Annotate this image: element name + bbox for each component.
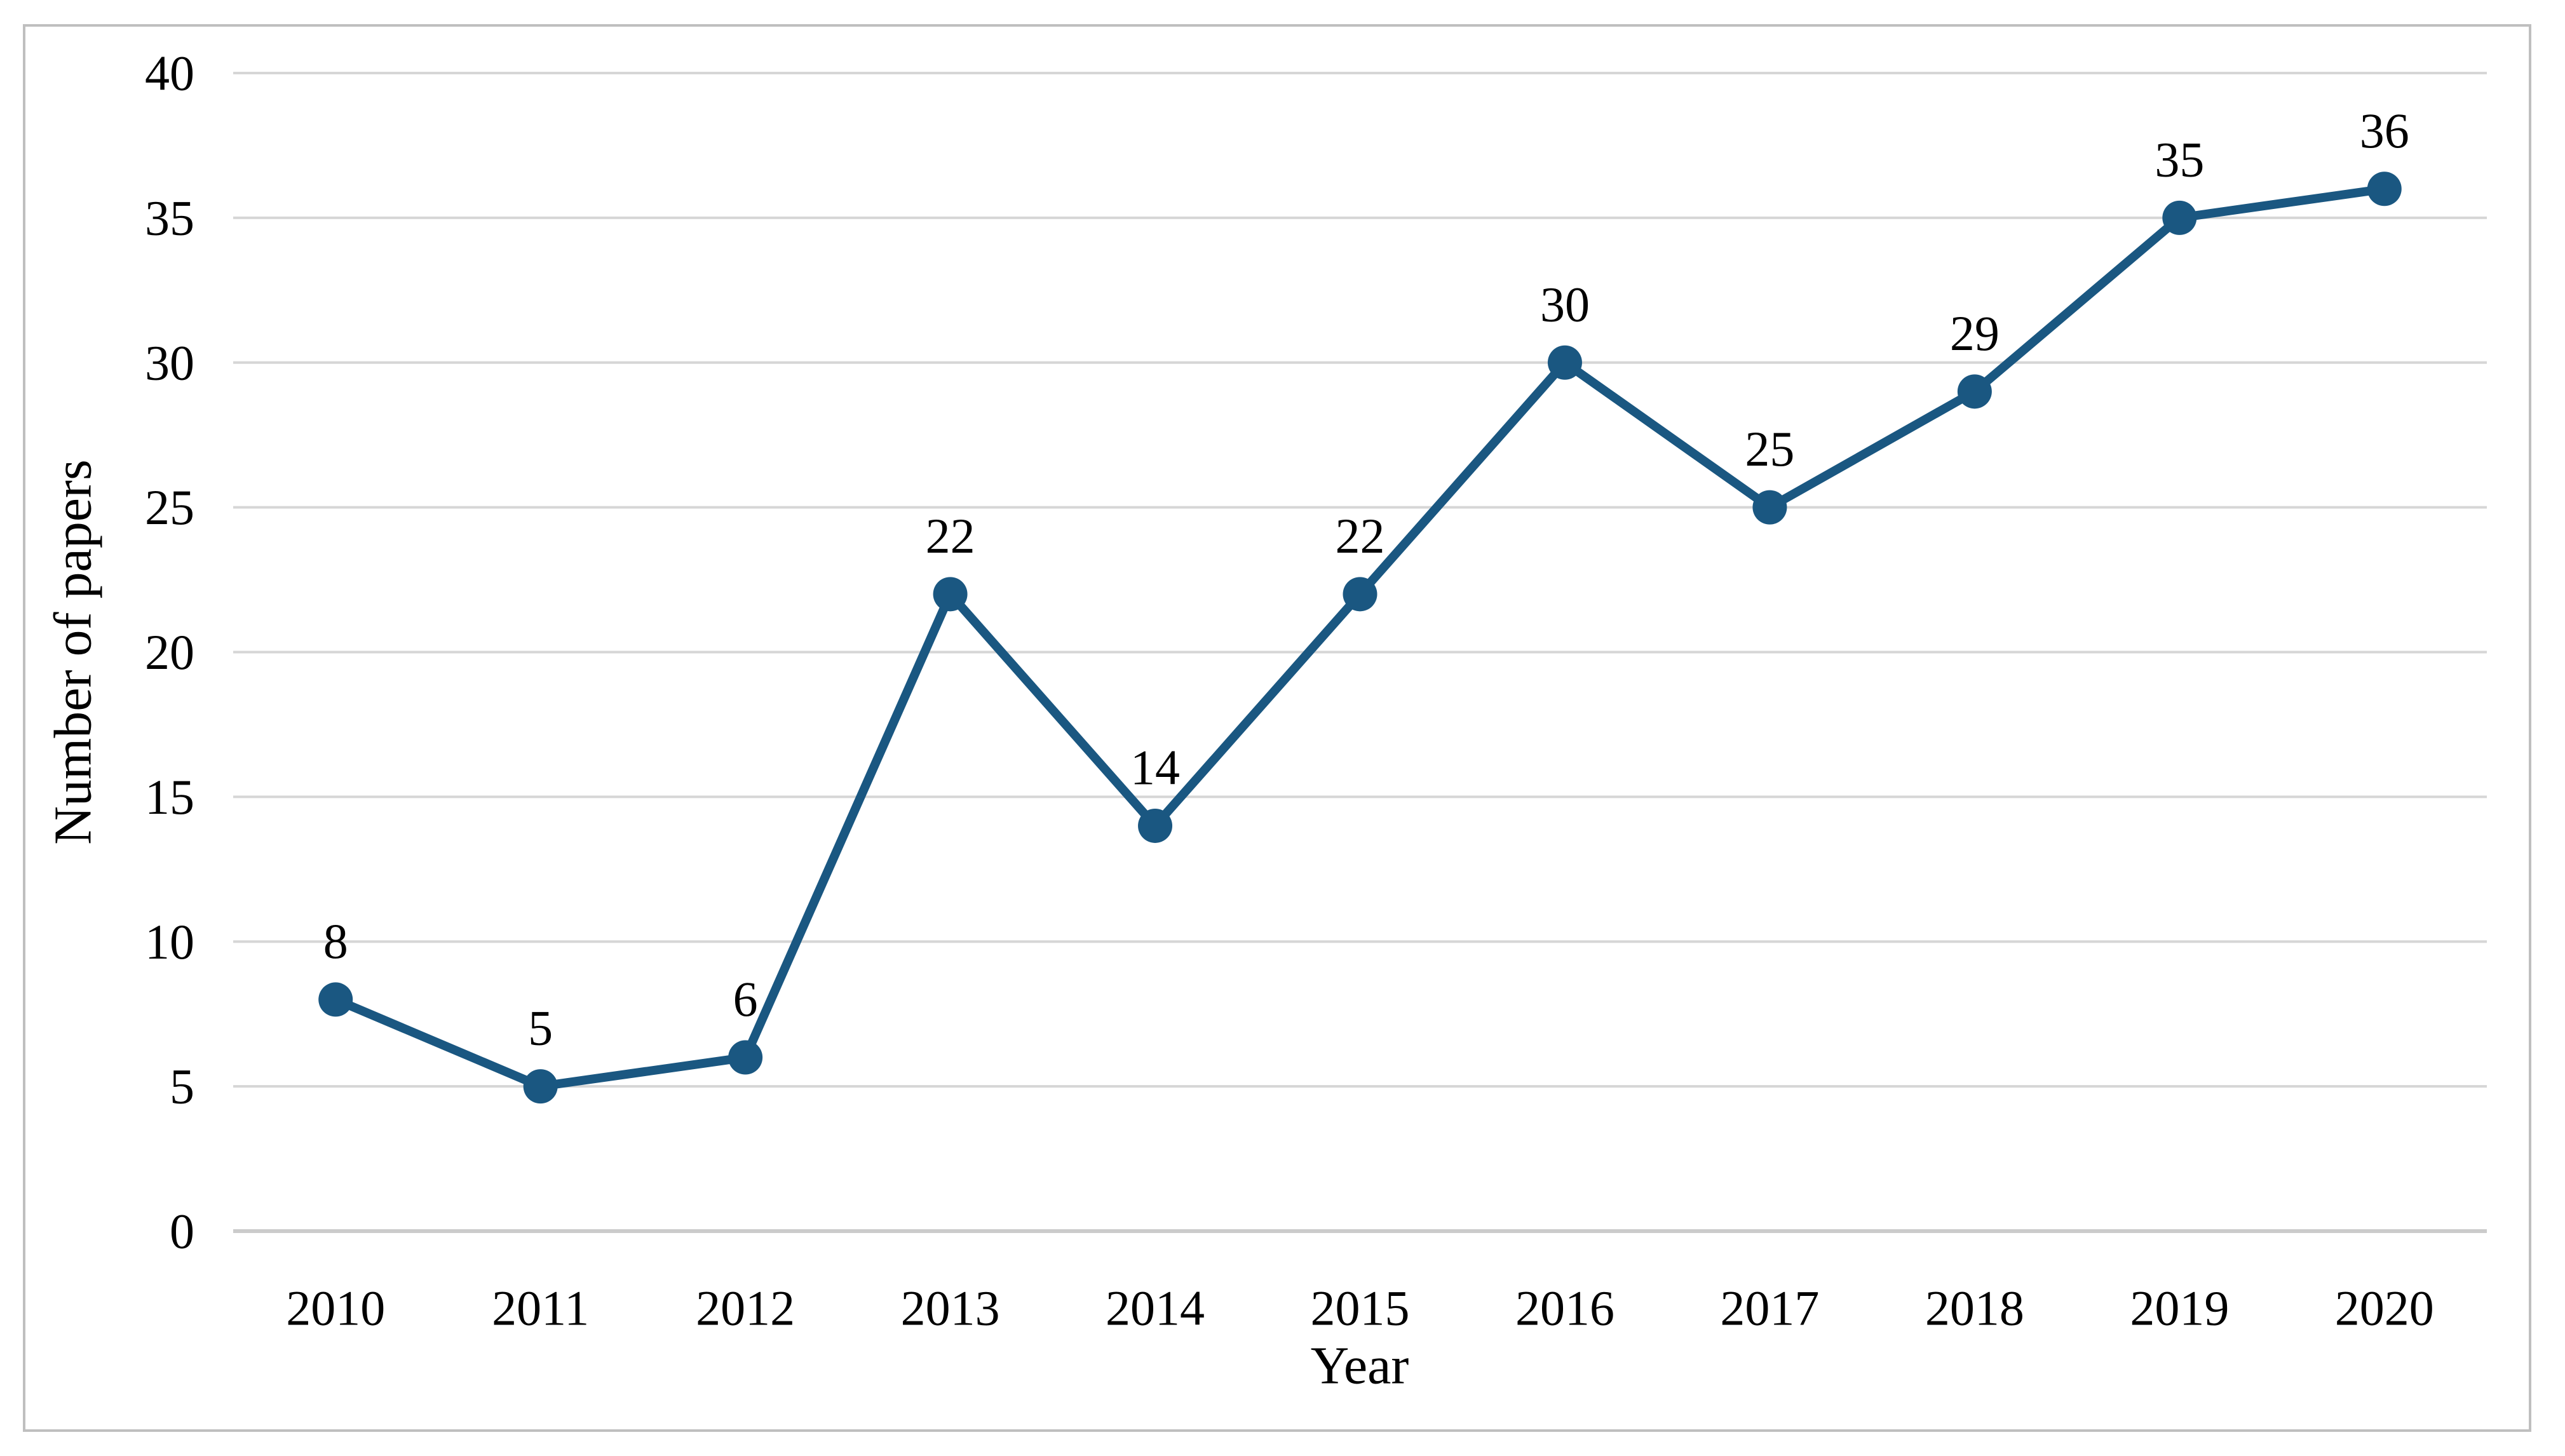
data-point-marker <box>1138 808 1173 843</box>
data-point-marker <box>933 577 968 612</box>
data-point-label: 5 <box>528 1001 553 1056</box>
x-tick-label: 2012 <box>696 1281 795 1336</box>
x-tick-label: 2011 <box>492 1281 589 1336</box>
data-point-marker <box>523 1069 558 1104</box>
data-point-marker <box>1752 490 1787 525</box>
y-tick-label: 20 <box>145 624 194 680</box>
x-tick-label: 2013 <box>901 1281 1000 1336</box>
data-point-marker <box>2162 200 2197 235</box>
data-point-marker <box>2367 172 2402 206</box>
data-point-label: 6 <box>733 971 758 1027</box>
data-point-marker <box>1343 577 1377 612</box>
x-tick-label: 2017 <box>1720 1281 1819 1336</box>
y-tick-label: 25 <box>145 480 194 535</box>
data-point-label: 36 <box>2360 103 2409 158</box>
x-tick-label: 2014 <box>1106 1281 1205 1336</box>
data-point-marker <box>1547 345 1582 380</box>
data-point-marker <box>318 982 353 1017</box>
y-tick-label: 5 <box>170 1059 194 1114</box>
y-tick-label: 0 <box>170 1204 194 1259</box>
data-point-label: 14 <box>1130 739 1180 795</box>
x-tick-label: 2016 <box>1515 1281 1614 1336</box>
data-point-label: 35 <box>2155 131 2204 187</box>
x-tick-label: 2015 <box>1311 1281 1410 1336</box>
data-point-label: 29 <box>1950 306 2000 361</box>
x-axis-title: Year <box>1311 1337 1409 1396</box>
data-point-label: 30 <box>1540 276 1590 332</box>
data-point-label: 22 <box>926 508 975 563</box>
y-tick-label: 35 <box>145 190 194 245</box>
x-tick-label: 2019 <box>2130 1281 2229 1336</box>
y-tick-label: 15 <box>145 769 194 825</box>
x-tick-label: 2018 <box>1925 1281 2024 1336</box>
data-point-label: 22 <box>1336 508 1385 563</box>
data-point-marker <box>728 1040 763 1075</box>
figure-border <box>23 24 2531 1432</box>
y-tick-label: 30 <box>145 335 194 390</box>
data-point-marker <box>1957 374 1992 409</box>
y-axis-title: Number of papers <box>44 459 103 844</box>
data-point-label: 25 <box>1745 421 1794 476</box>
x-tick-label: 2010 <box>286 1281 385 1336</box>
data-point-label: 8 <box>323 913 348 969</box>
x-tick-label: 2020 <box>2335 1281 2434 1336</box>
y-tick-label: 10 <box>145 914 194 969</box>
y-tick-label: 40 <box>145 46 194 101</box>
